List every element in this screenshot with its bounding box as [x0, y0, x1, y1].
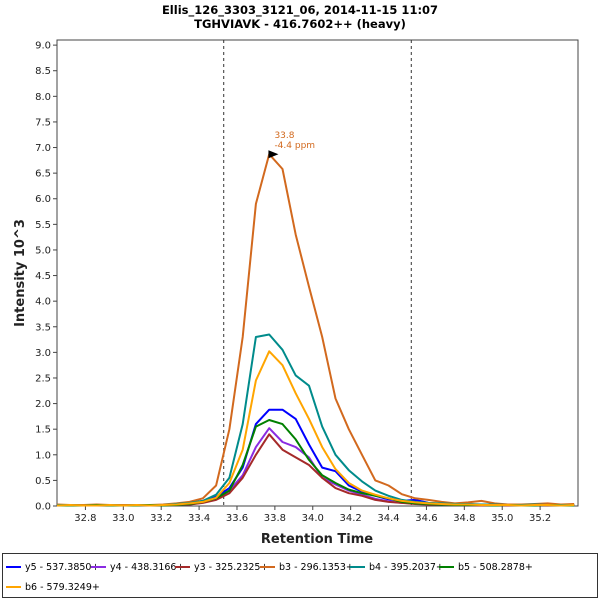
x-tick-label: 33.8	[264, 513, 286, 524]
y-tick-label: 0.0	[35, 502, 51, 513]
x-tick-label: 34.6	[415, 513, 437, 524]
y-tick-label: 0.5	[35, 476, 51, 487]
legend-label: b3 - 296.1353+	[279, 561, 354, 573]
peak-annotation-text: -4.4 ppm	[274, 141, 315, 151]
legend-swatch	[91, 566, 106, 568]
legend-item: b4 - 395.2037+	[350, 559, 444, 575]
legend-item: y3 - 325.2325+	[175, 559, 268, 575]
legend-swatch	[260, 566, 275, 568]
legend-label: b5 - 508.2878+	[458, 561, 533, 573]
y-tick-label: 5.0	[35, 245, 51, 256]
chart-subtitle: TGHVIAVK - 416.7602++ (heavy)	[194, 17, 406, 31]
legend-label: y4 - 438.3166+	[110, 561, 185, 573]
x-axis: 32.8 33.0 33.2 33.4 33.6 33.8 34.0 34.2 34.4 34.6…	[74, 506, 551, 524]
y-tick-label: 6.0	[35, 194, 51, 205]
y-tick-label: 2.0	[35, 399, 51, 410]
legend-swatch	[6, 586, 21, 588]
x-tick-label: 33.6	[226, 513, 248, 524]
peak-marker	[268, 150, 279, 159]
y-tick-label: 4.0	[35, 297, 51, 308]
chart-canvas: Ellis_126_3303_3121_06, 2014-11-15 11:07…	[13, 3, 579, 547]
legend-item: b5 - 508.2878+	[439, 559, 533, 575]
annotation-layer: 33.8-4.4 ppm	[268, 131, 315, 159]
legend-swatch	[350, 566, 365, 568]
legend-item: b3 - 296.1353+	[260, 559, 354, 575]
y-axis: 0.0 0.5 1.0 1.5 2.0 2.5 3.0 3.5 4.0 4.5 5.0 5.5 6.0 6…	[35, 41, 57, 513]
legend-swatch	[439, 566, 454, 568]
legend-item: y4 - 438.3166+	[91, 559, 184, 575]
y-tick-label: 3.0	[35, 348, 51, 359]
series-layer	[56, 153, 575, 507]
y-tick-label: 7.0	[35, 143, 51, 154]
y-tick-label: 8.5	[35, 66, 51, 77]
x-tick-label: 33.4	[188, 513, 210, 524]
y-tick-label: 1.5	[35, 425, 51, 436]
x-axis-label: Retention Time	[261, 532, 373, 547]
y-tick-label: 6.5	[35, 169, 51, 180]
legend-label: b6 - 579.3249+	[25, 581, 100, 593]
legend-swatch	[175, 566, 190, 568]
legend-label: b4 - 395.2037+	[369, 561, 444, 573]
x-tick-label: 33.0	[112, 513, 134, 524]
legend-swatch	[6, 566, 21, 568]
x-tick-label: 33.2	[150, 513, 172, 524]
series-line-6	[56, 350, 575, 507]
legend: y5 - 537.3850+ y4 - 438.3166+ y3 - 325.232…	[2, 553, 598, 598]
x-tick-label: 35.0	[491, 513, 513, 524]
y-tick-label: 7.5	[35, 117, 51, 128]
x-tick-label: 34.2	[340, 513, 362, 524]
y-tick-label: 9.0	[35, 41, 51, 52]
x-tick-label: 34.0	[302, 513, 324, 524]
legend-label: y5 - 537.3850+	[25, 561, 100, 573]
legend-item: y5 - 537.3850+	[6, 559, 99, 575]
x-tick-label: 34.8	[453, 513, 475, 524]
x-tick-label: 34.4	[377, 513, 399, 524]
plot-area	[56, 39, 579, 507]
x-tick-label: 35.2	[529, 513, 551, 524]
y-tick-label: 8.0	[35, 92, 51, 103]
peak-annotation-text: 33.8	[274, 131, 294, 141]
chart-title: Ellis_126_3303_3121_06, 2014-11-15 11:07	[162, 3, 438, 18]
x-tick-label: 32.8	[74, 513, 96, 524]
y-tick-label: 3.5	[35, 322, 51, 333]
y-tick-label: 1.0	[35, 450, 51, 461]
y-tick-label: 4.5	[35, 271, 51, 282]
y-tick-label: 2.5	[35, 373, 51, 384]
legend-item: b6 - 579.3249+	[6, 579, 100, 595]
y-axis-label: Intensity 10^3	[13, 219, 28, 327]
y-tick-label: 5.5	[35, 220, 51, 231]
legend-label: y3 - 325.2325+	[194, 561, 269, 573]
